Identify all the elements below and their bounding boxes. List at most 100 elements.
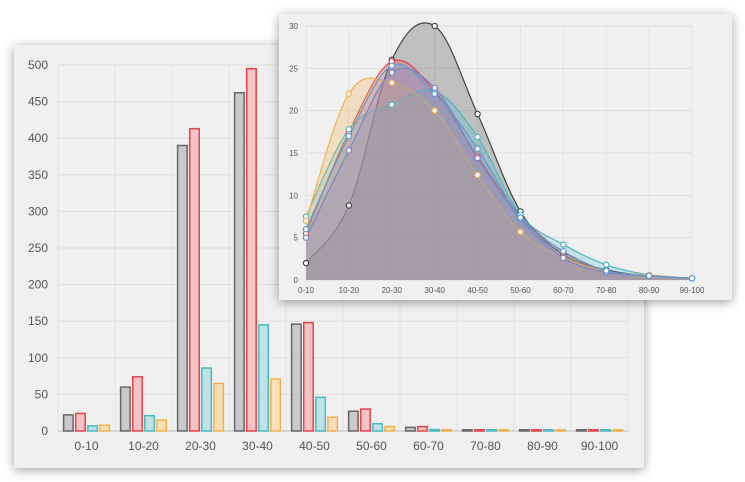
data-point: [431, 84, 438, 92]
bar: [270, 378, 282, 432]
bar: [359, 408, 371, 432]
bar: [315, 396, 327, 432]
bar: [575, 429, 587, 432]
y-tick-label: 500: [28, 58, 48, 72]
x-tick-label: 50-60: [510, 286, 531, 295]
y-tick-label: 5: [294, 234, 299, 243]
bar: [347, 410, 359, 432]
data-point: [560, 241, 567, 248]
bar: [233, 92, 245, 432]
series-line: [305, 22, 693, 279]
bar: [404, 426, 416, 432]
x-tick-label: 70-80: [596, 286, 617, 295]
bar: [327, 416, 339, 432]
area-chart-panel: 0 5 10 15 20 25 30 0-10 10-20 20-30 30-40 40-50 50-6…: [279, 14, 732, 300]
bar: [62, 414, 74, 432]
series-area: [306, 60, 692, 280]
bar: [144, 414, 156, 432]
x-tick-label: 0-10: [298, 286, 315, 295]
bar: [245, 67, 257, 432]
x-tick-label: 0-10: [74, 439, 98, 453]
bar: [555, 429, 567, 432]
y-tick-label: 15: [289, 149, 298, 158]
series-line: [305, 89, 693, 279]
data-point: [345, 126, 353, 133]
x-tick-label: 10-20: [128, 439, 159, 453]
x-tick-label: 40-50: [299, 439, 330, 453]
data-point: [345, 90, 353, 97]
bar: [429, 428, 441, 432]
data-point: [431, 107, 438, 114]
data-point: [560, 248, 567, 255]
bar: [384, 425, 396, 432]
data-point: [603, 261, 610, 268]
series-area: [306, 68, 692, 280]
x-tick-label: 70-80: [470, 439, 501, 453]
x-tick-label: 80-90: [527, 439, 558, 453]
bar: [612, 429, 624, 432]
x-tick-label: 30-40: [242, 439, 273, 453]
data-point: [388, 69, 395, 76]
bar: [543, 429, 555, 432]
x-tick-label: 20-30: [185, 439, 216, 453]
data-point: [388, 101, 395, 108]
data-point: [474, 145, 481, 152]
data-point: [302, 225, 310, 233]
x-tick-label: 50-60: [356, 439, 387, 453]
data-point: [603, 267, 610, 274]
data-point: [345, 202, 353, 209]
bar: [156, 419, 168, 432]
bar: [213, 382, 225, 432]
bar: [87, 425, 99, 432]
y-tick-label: 400: [28, 131, 48, 145]
bar: [302, 321, 314, 432]
y-tick-label: 25: [289, 64, 298, 73]
data-point: [560, 254, 567, 262]
data-point: [345, 132, 353, 140]
bar: [176, 144, 188, 432]
y-tick-label: 450: [28, 95, 48, 109]
bar: [600, 429, 612, 432]
x-tick-label: 10-20: [339, 286, 360, 295]
x-tick-label: 30-40: [424, 286, 445, 295]
y-tick-label: 350: [28, 168, 48, 182]
bar: [188, 127, 200, 432]
bar: [258, 324, 270, 432]
data-point: [517, 214, 524, 221]
data-point: [474, 154, 481, 162]
area-chart: 0 5 10 15 20 25 30 0-10 10-20 20-30 30-40 40-50 50-6…: [289, 22, 705, 295]
bar: [441, 429, 453, 432]
bar: [99, 424, 111, 432]
bar: [587, 429, 599, 432]
series-line: [305, 67, 693, 279]
data-point: [388, 79, 395, 86]
bar: [461, 429, 473, 432]
series-line: [305, 63, 693, 279]
bar: [498, 429, 510, 432]
data-point: [302, 234, 310, 241]
y-tick-label: 100: [28, 351, 48, 365]
y-tick-label: 200: [28, 278, 48, 292]
series-area: [306, 64, 692, 280]
y-tick-label: 0: [294, 276, 299, 285]
bar: [473, 429, 485, 432]
x-tick-label: 40-50: [467, 286, 488, 295]
x-tick-label: 90-100: [680, 286, 705, 295]
bar: [486, 429, 498, 432]
x-tick-label: 90-100: [581, 439, 619, 453]
series-area: [306, 78, 692, 280]
series-area: [306, 22, 692, 280]
y-tick-label: 10: [289, 191, 298, 200]
data-point: [474, 171, 481, 179]
x-tick-label: 20-30: [382, 286, 403, 295]
data-point: [302, 259, 310, 267]
bar: [416, 425, 428, 432]
data-point: [388, 62, 395, 69]
y-tick-label: 20: [289, 107, 298, 116]
y-tick-label: 250: [28, 241, 48, 255]
data-point: [645, 272, 653, 279]
data-point: [474, 133, 481, 141]
bar: [119, 386, 131, 432]
data-point: [688, 275, 696, 282]
